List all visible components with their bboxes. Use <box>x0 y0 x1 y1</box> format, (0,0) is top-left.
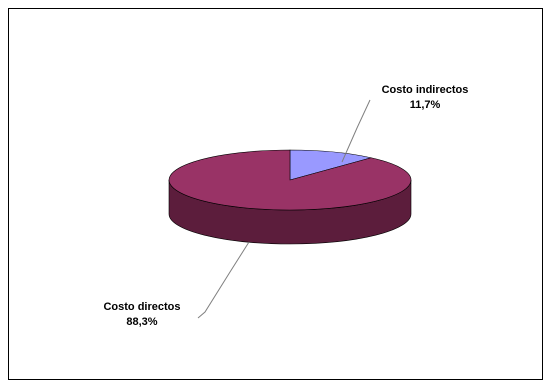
pie-slice-indirectos <box>289 149 372 181</box>
leader-line-indirectos <box>341 99 371 163</box>
leader-line-directos <box>197 241 250 319</box>
slice-value-directos: 88,3% <box>126 316 157 328</box>
slice-label-indirectos: Costo indirectos <box>382 84 469 96</box>
slice-label-directos: Costo directos <box>103 301 180 313</box>
pie-3d <box>168 149 412 245</box>
pie-slice-directos <box>168 149 412 211</box>
slice-value-indirectos: 11,7% <box>410 99 441 111</box>
